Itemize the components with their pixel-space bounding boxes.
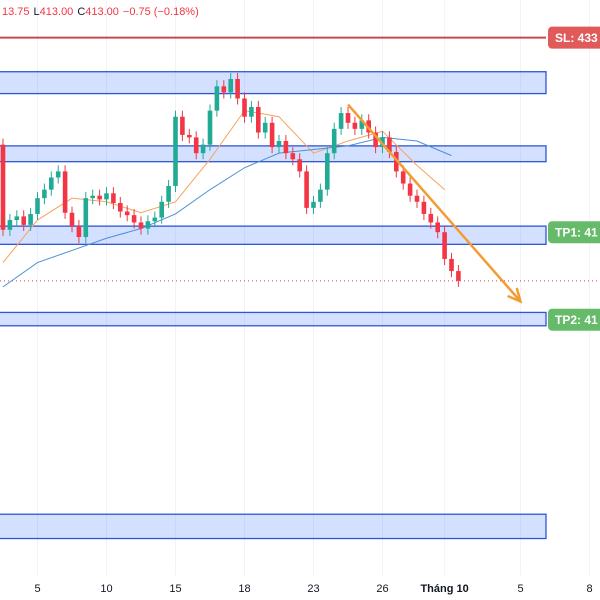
candle-body [118, 203, 123, 212]
candle-body [0, 144, 6, 230]
candle-body [173, 116, 178, 186]
candle-body [138, 222, 144, 229]
header-part: L [34, 6, 40, 18]
level-label: SL: 433 [555, 31, 598, 45]
candle-body [414, 195, 420, 202]
candle-body [290, 153, 296, 160]
x-tick-label: 5 [517, 583, 523, 595]
candle-body [228, 79, 233, 93]
candle-body [352, 122, 358, 129]
candle-body [387, 137, 392, 152]
candle-body [14, 216, 20, 221]
level-label: TP2: 41 [555, 313, 598, 327]
candle-body [214, 86, 220, 111]
candle-body [62, 171, 68, 213]
candle-body [283, 141, 289, 154]
header-part: 413.00 [40, 6, 74, 18]
x-tick-label: 10 [100, 583, 112, 595]
x-tick-label: 18 [238, 583, 250, 595]
zone [0, 311, 547, 327]
candle-body [193, 137, 199, 154]
candle-body [428, 213, 434, 223]
candle-body [221, 86, 227, 93]
candle-body [435, 222, 440, 233]
zone [0, 225, 547, 245]
header-part: C [77, 6, 85, 18]
candle-body [276, 141, 282, 148]
candle-body [297, 159, 302, 172]
candle-body [373, 132, 378, 148]
candle-body [207, 110, 213, 145]
candle-body [200, 144, 206, 154]
candle-body [407, 183, 413, 196]
candle-body [131, 215, 137, 223]
x-tick-label: 23 [307, 583, 319, 595]
candle-body [325, 153, 330, 190]
candle-body [304, 171, 309, 208]
header-part: 13.75 [2, 6, 30, 18]
level-label: TP1: 41 [555, 225, 598, 239]
candle-body [104, 193, 109, 200]
candle-body [111, 193, 116, 204]
candle-body [166, 185, 171, 202]
candle-body [442, 232, 447, 259]
candle-body [249, 106, 254, 117]
candle-body [187, 134, 192, 138]
candle-body [83, 198, 89, 238]
arrow-head [507, 287, 523, 304]
x-tick-label: Tháng 10 [420, 583, 468, 595]
level-badge [548, 308, 600, 331]
x-tick-label: 26 [376, 583, 388, 595]
candle-body [421, 201, 427, 214]
candle-body [152, 217, 158, 222]
candle-body [21, 216, 26, 225]
candle-body [456, 271, 461, 281]
candle-body [49, 177, 54, 190]
header-part: 413.00 [85, 6, 119, 18]
candle-body [345, 113, 351, 123]
candle-body [318, 189, 323, 202]
candle-body [35, 198, 40, 214]
candle-body [28, 213, 33, 225]
candle-body [449, 258, 454, 272]
candle-body [124, 211, 130, 216]
candle-body [359, 120, 365, 129]
candle-body [338, 113, 344, 129]
candle-body [235, 79, 240, 99]
zone [0, 145, 547, 163]
candle-body [180, 116, 185, 135]
candle-body [394, 151, 399, 172]
candle-body [42, 189, 47, 199]
candle-body [159, 201, 164, 218]
trend-arrow [347, 103, 522, 303]
candle-body [400, 171, 406, 184]
x-tick-label: 8 [586, 583, 592, 595]
candle-body [269, 122, 275, 148]
candle-body [262, 122, 268, 133]
candle-body [55, 171, 61, 178]
candle-body [145, 221, 151, 229]
ohlc-header: 13.75 L413.00 C413.00 −0.75 (−0.18%) [2, 6, 199, 18]
candle-body [76, 226, 82, 238]
candle-body [256, 106, 261, 133]
zone [0, 513, 547, 540]
zone [0, 71, 547, 95]
candle-body [97, 195, 102, 200]
candle-body [242, 98, 247, 117]
header-part: −0.75 (−0.18%) [123, 6, 199, 18]
candle-body [90, 195, 95, 199]
candle-body [311, 201, 316, 208]
level-badge [548, 221, 600, 244]
candle-body [7, 220, 13, 230]
x-tick-label: 15 [169, 583, 181, 595]
candle-body [69, 212, 75, 227]
candle-body [331, 128, 337, 154]
level-badge [548, 26, 600, 49]
x-tick-label: 5 [34, 583, 40, 595]
